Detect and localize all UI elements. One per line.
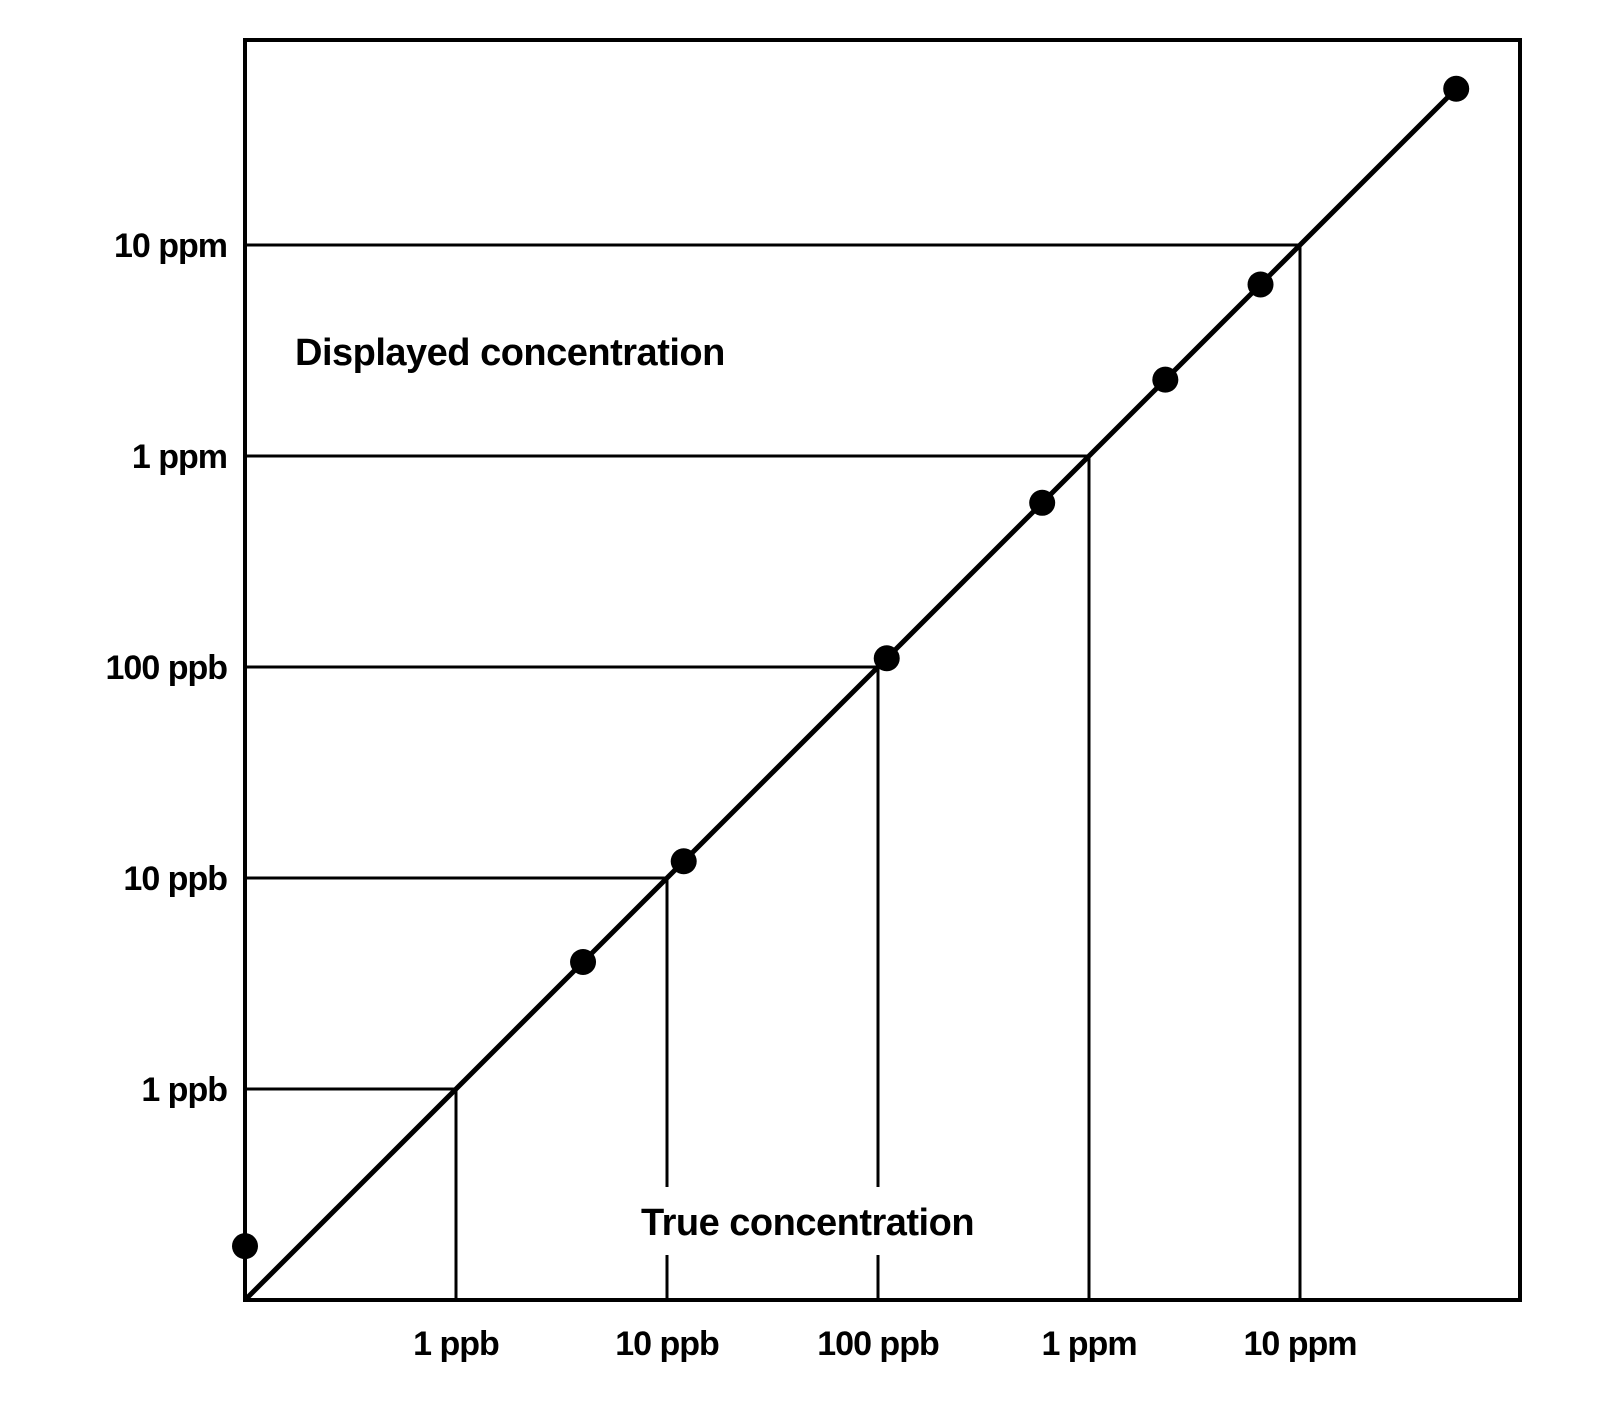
x-tick-label: 1 ppb <box>413 1325 499 1363</box>
data-point <box>1247 271 1274 298</box>
y-tick-label: 10 ppb <box>123 860 227 898</box>
y-tick-label: 10 ppm <box>114 227 227 265</box>
data-point <box>1152 366 1179 393</box>
y-tick-label: 100 ppb <box>106 649 228 687</box>
data-point <box>1029 489 1056 516</box>
x-tick-label: 10 ppb <box>615 1325 719 1363</box>
y-tick-label: 1 ppm <box>132 438 227 476</box>
data-point <box>570 948 597 975</box>
x-tick-label: 1 ppm <box>1041 1325 1136 1363</box>
x-axis-title-backdrop <box>607 1187 1008 1255</box>
data-points <box>232 75 1470 1260</box>
data-point <box>1443 75 1470 102</box>
x-tick-label: 10 ppm <box>1243 1325 1356 1363</box>
data-point <box>670 848 697 875</box>
data-point <box>873 645 900 672</box>
y-axis-title: Displayed concentration <box>295 332 725 374</box>
x-tick-labels: 1 ppb 10 ppb 100 ppb 1 ppm 10 ppm <box>413 1325 1357 1363</box>
identity-line <box>243 78 1467 1302</box>
data-point <box>232 1233 258 1260</box>
x-axis-title: True concentration <box>641 1202 974 1244</box>
plot-frame <box>243 38 1522 1302</box>
guide-lines <box>245 243 1302 1300</box>
y-tick-label: 1 ppb <box>141 1071 227 1109</box>
y-tick-labels: 1 ppb 10 ppb 100 ppb 1 ppm 10 ppm <box>106 227 229 1109</box>
x-tick-label: 100 ppb <box>817 1325 939 1363</box>
